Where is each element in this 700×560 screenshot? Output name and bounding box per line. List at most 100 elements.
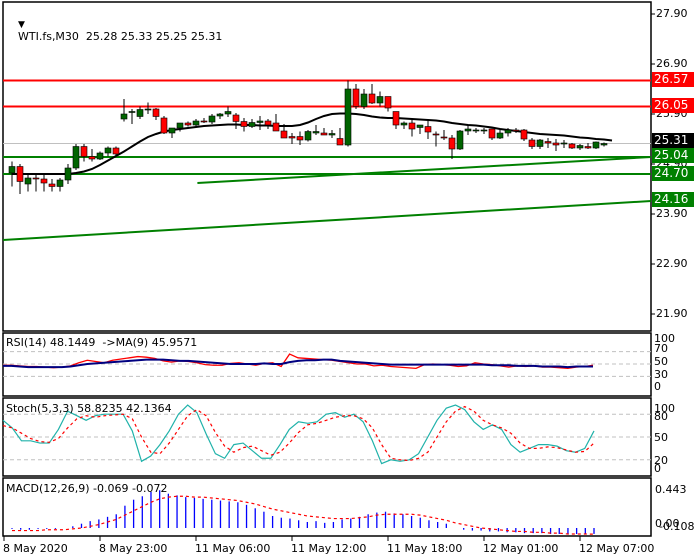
bear-candle (432, 133, 440, 136)
bull-candle (504, 129, 512, 134)
resistance-tag-26-05: 26.05 (652, 98, 694, 113)
bull-candle (208, 115, 216, 123)
macd-tick: 0.443 (655, 483, 687, 496)
time-label: 11 May 18:00 (387, 542, 463, 555)
bull-candle (216, 113, 224, 117)
bull-candle (104, 147, 112, 154)
bear-candle (584, 146, 592, 149)
stoch-header: Stoch(5,3,3) 58.8235 42.1364 (6, 402, 172, 415)
bear-candle (368, 93, 376, 104)
main-price-pane (2, 1, 652, 332)
bull-candle (144, 108, 152, 111)
bull-candle (456, 130, 464, 150)
bear-candle (384, 96, 392, 109)
bear-candle (40, 178, 48, 184)
macd-tick: 0.00 (655, 517, 680, 530)
bull-candle (192, 120, 200, 126)
trendline-0 (197, 156, 652, 184)
bull-candle (560, 142, 568, 145)
bear-candle (288, 136, 296, 139)
bull-candle (416, 124, 424, 128)
bear-candle (88, 156, 96, 160)
bull-candle (56, 179, 64, 187)
moving-average-line (12, 112, 613, 175)
bear-candle (272, 122, 280, 132)
bear-candle (520, 129, 528, 140)
bear-candle (296, 136, 304, 141)
bull-candle (496, 132, 504, 139)
macd-signal-line (12, 495, 595, 535)
bull-candle (576, 145, 584, 149)
macd-tick: -0.108 (659, 520, 695, 533)
stoch-tick: 100 (654, 402, 675, 415)
bull-candle (256, 120, 264, 123)
rsi-tick: 0 (654, 380, 661, 393)
bear-candle (512, 129, 520, 132)
time-label: 12 May 07:00 (579, 542, 655, 555)
bull-candle (304, 131, 312, 141)
stoch-tick: 50 (654, 431, 668, 444)
bear-candle (568, 143, 576, 149)
stoch-tick: 80 (654, 410, 668, 423)
bull-candle (536, 139, 544, 147)
bear-candle (16, 166, 24, 182)
bear-candle (152, 108, 160, 117)
bear-candle (184, 122, 192, 126)
rsi-ma-line (3, 358, 593, 369)
bear-candle (240, 121, 248, 127)
rsi-header: RSI(14) 48.1449 ->MA(9) 45.9571 (6, 336, 198, 349)
bear-candle (160, 117, 168, 134)
bear-candle (200, 120, 208, 123)
bull-candle (464, 128, 472, 132)
time-label: 11 May 12:00 (291, 542, 367, 555)
time-label: 12 May 01:00 (483, 542, 559, 555)
bear-candle (408, 122, 416, 130)
bull-candle (64, 167, 72, 181)
bear-candle (352, 88, 360, 107)
support-tag-25-04: 25.04 (652, 148, 694, 163)
bear-candle (424, 126, 432, 133)
bull-candle (248, 122, 256, 127)
price-tick: 23.90 (656, 207, 688, 220)
time-label: 8 May 2020 (3, 542, 68, 555)
bull-candle (120, 113, 128, 120)
time-label: 8 May 23:00 (99, 542, 168, 555)
stoch-tick: 0 (654, 462, 661, 475)
bear-candle (448, 137, 456, 150)
bear-candle (440, 136, 448, 139)
rsi-tick: 70 (654, 342, 668, 355)
rsi-tick: 50 (654, 355, 668, 368)
bear-candle (280, 130, 288, 139)
bear-candle (552, 142, 560, 146)
symbol-header: ▼ WTI.fs,M30 25.28 25.33 25.25 25.31 (4, 4, 222, 56)
price-tick: 27.90 (656, 7, 688, 20)
bear-candle (528, 139, 536, 147)
bear-candle (112, 147, 120, 155)
bear-candle (392, 111, 400, 126)
bear-candle (80, 146, 88, 157)
bull-candle (176, 122, 184, 129)
symbol-ohlc-label: WTI.fs,M30 25.28 25.33 25.25 25.31 (18, 30, 223, 43)
bear-candle (320, 132, 328, 136)
current-price-tag: 25.31 (652, 133, 694, 148)
bull-candle (136, 109, 144, 117)
bull-candle (224, 111, 232, 115)
bull-candle (72, 146, 80, 169)
bull-candle (24, 177, 32, 185)
bull-candle (376, 96, 384, 104)
stoch-d-line (2, 405, 595, 462)
resistance-tag-26-57: 26.57 (652, 72, 694, 87)
bear-candle (264, 120, 272, 126)
time-label: 11 May 06:00 (195, 542, 271, 555)
price-tick: 26.90 (656, 57, 688, 70)
rsi-tick: 100 (654, 332, 675, 345)
collapse-triangle-icon[interactable]: ▼ (18, 20, 25, 30)
support-tag-24-70: 24.70 (652, 166, 694, 181)
bull-candle (8, 166, 16, 174)
bear-candle (336, 138, 344, 146)
price-tick: 21.90 (656, 307, 688, 320)
bear-candle (232, 114, 240, 122)
rsi-tick: 30 (654, 368, 668, 381)
